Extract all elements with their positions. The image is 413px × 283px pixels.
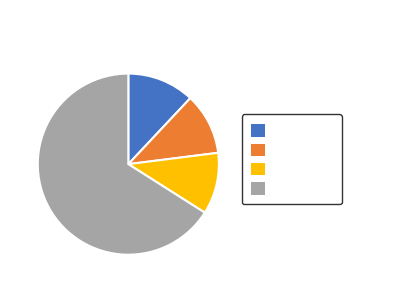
Wedge shape: [128, 98, 218, 164]
Wedge shape: [38, 74, 204, 255]
Wedge shape: [128, 153, 218, 213]
Legend: 静岡県, 和歌山県, 茨城県, その他: 静岡県, 和歌山県, 茨城県, その他: [241, 115, 341, 205]
Wedge shape: [128, 74, 190, 164]
